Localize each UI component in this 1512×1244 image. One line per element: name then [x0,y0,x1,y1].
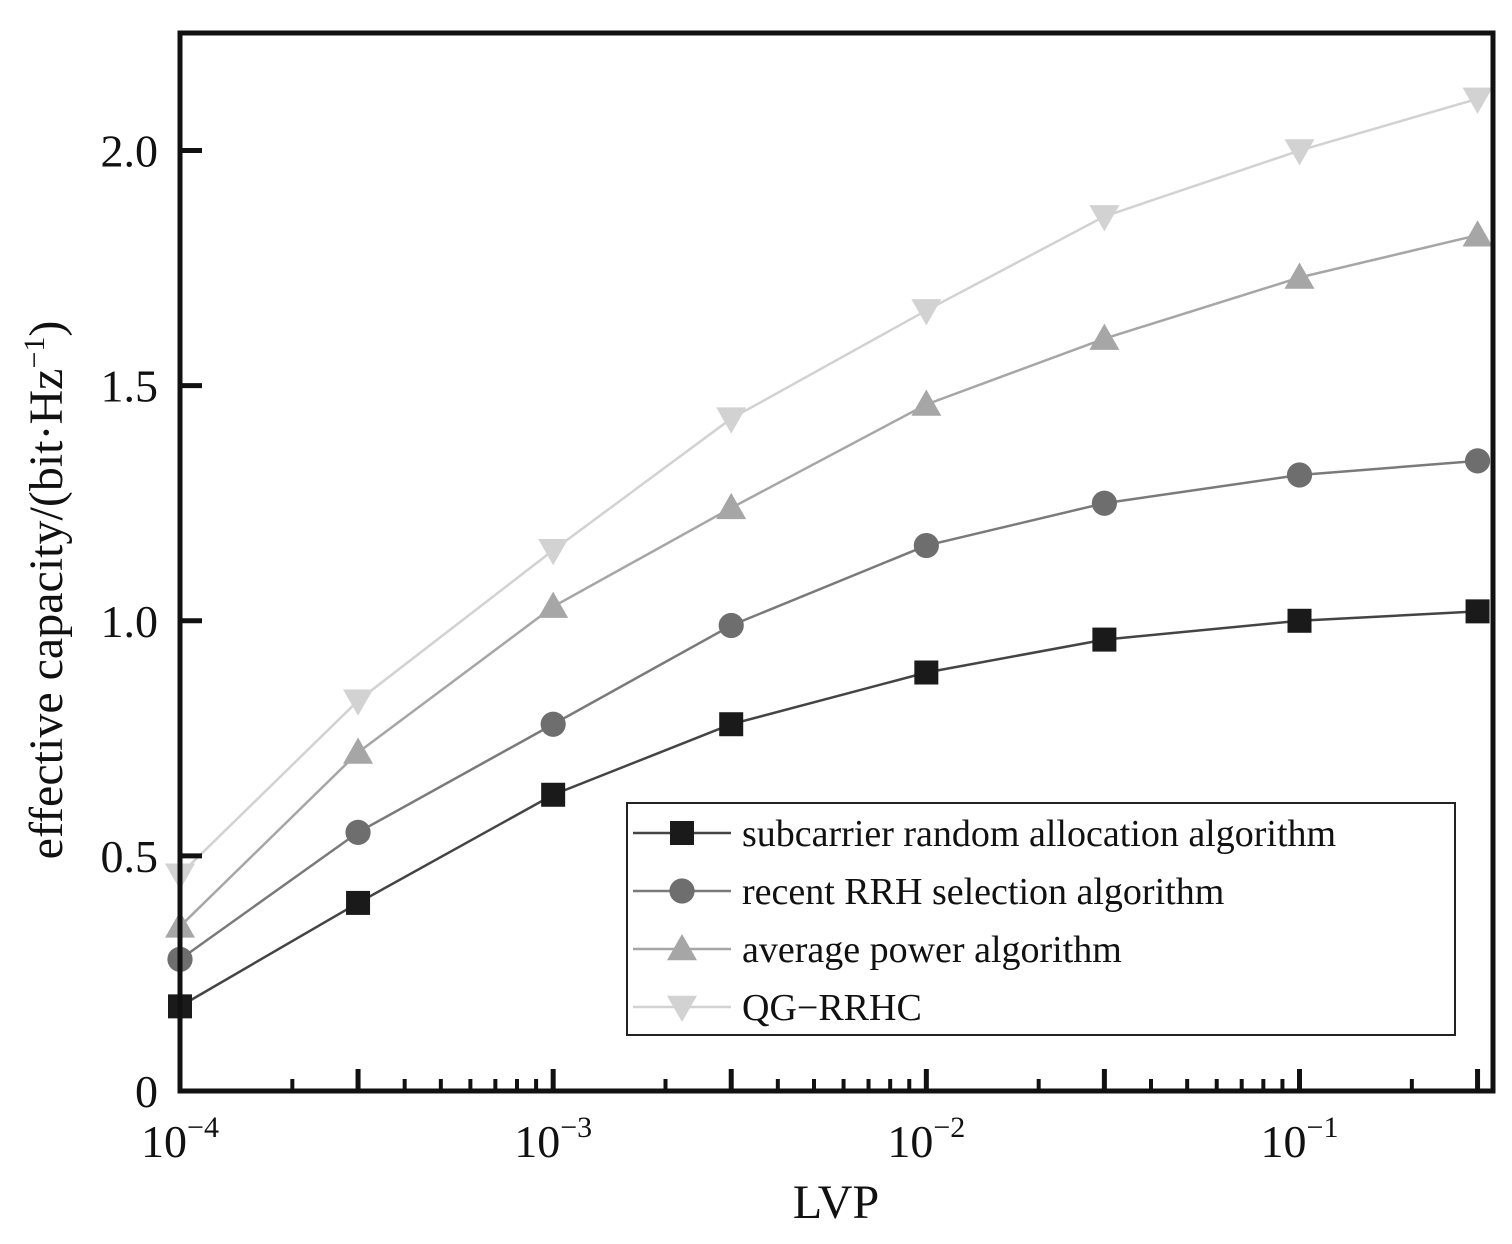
legend-marker [670,821,694,845]
x-axis-label: LVP [793,1176,879,1229]
x-tick-base: 10 [514,1116,560,1167]
y-axis-label-close: ) [20,321,73,337]
legend-marker [667,995,697,1022]
data-point [1284,139,1315,166]
data-point [1462,220,1493,247]
legend-label: recent RRH selection algorithm [742,871,1224,913]
y-tick-label: 1.0 [101,596,159,647]
data-point [1092,627,1117,652]
x-tick-base: 10 [887,1116,933,1167]
x-tick-label: 10−1 [1261,1111,1339,1167]
series-line [179,610,1478,1008]
x-tick-exponent: −2 [933,1111,965,1144]
y-tick-label: 0 [135,1066,158,1117]
data-point [1462,87,1493,114]
legend-label: average power algorithm [742,929,1122,971]
x-tick-label: 10−2 [887,1111,965,1167]
y-axis-label-main: effective capacity/(bit·Hz [20,369,73,860]
x-tick-exponent: −3 [560,1111,592,1144]
y-axis-label-sup: −1 [18,337,51,369]
x-tick-label: 10−3 [514,1111,592,1167]
data-point [1286,462,1313,488]
x-tick-label: 10−4 [141,1111,219,1167]
data-point [1465,599,1490,624]
legend-marker [669,878,695,904]
y-axis-label: effective capacity/(bit·Hz−1) [18,321,73,860]
legend-entries: subcarrier random allocation algorithm re… [633,813,1336,1029]
series-1 [168,599,1490,1019]
x-tick-base: 10 [141,1116,187,1167]
data-point [716,407,747,434]
legend-label: subcarrier random allocation algorithm [742,813,1336,855]
data-point [914,660,939,685]
y-tick-label: 2.0 [101,126,159,177]
series-layer [165,87,1493,1019]
data-point [1089,323,1120,350]
data-point [1287,608,1312,633]
data-point [538,591,569,618]
ticks-layer: 10−4 10−3 10−2 10−100.51.01.52.0 [101,126,1481,1167]
y-tick-label: 0.5 [101,831,159,882]
legend: subcarrier random allocation algorithm re… [626,802,1456,1036]
series-2 [167,448,1491,972]
data-point [343,689,374,716]
data-point [913,532,939,559]
x-tick-exponent: −1 [1307,1111,1339,1144]
series-line [179,97,1478,876]
data-point [540,711,566,737]
x-tick-base: 10 [1261,1116,1307,1167]
legend-entry: QG−RRHC [633,987,922,1029]
data-point [1091,490,1117,516]
series-4 [165,87,1493,890]
data-point [718,612,744,639]
legend-label: QG−RRHC [742,987,922,1029]
data-point [719,712,744,737]
data-point [911,299,942,326]
legend-entry: average power algorithm [633,929,1122,971]
data-point [1464,448,1491,474]
legend-marker [667,934,697,961]
data-point [345,819,371,845]
legend-entry: subcarrier random allocation algorithm [633,813,1336,855]
data-point [346,890,371,915]
legend-entry: recent RRH selection algorithm [633,871,1224,913]
data-point [911,389,942,416]
series-line [179,233,1478,928]
data-point [538,538,569,566]
legend-box [626,802,1456,1036]
data-point [1284,262,1315,289]
x-tick-exponent: −4 [187,1111,219,1144]
y-tick-label: 1.5 [101,361,159,412]
data-point [1089,205,1120,232]
data-point [343,737,374,764]
data-point [541,782,566,807]
data-point [716,492,747,520]
plot-frame [177,30,1496,1094]
series-line [179,459,1478,961]
